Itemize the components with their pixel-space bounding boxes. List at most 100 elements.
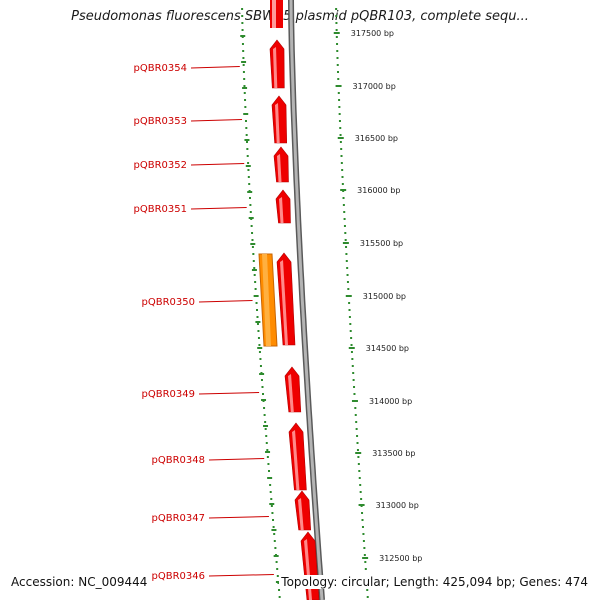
inner-guide-dot — [247, 176, 250, 178]
inner-guide-dot — [274, 547, 277, 549]
gene-arrow[interactable] — [269, 39, 285, 89]
inner-guide-dot — [241, 29, 244, 31]
outer-guide-dot — [364, 561, 367, 563]
gene-label[interactable]: pQBR0351 — [134, 204, 187, 215]
outer-guide-dot — [352, 379, 355, 381]
outer-guide-dot — [340, 155, 343, 157]
inner-guide-dot — [267, 470, 270, 472]
gene-arrow-highlight — [279, 197, 284, 223]
outer-guide-dot — [343, 225, 346, 227]
inner-guide-dot — [270, 498, 273, 500]
inner-guide-dot — [258, 344, 261, 346]
inner-guide-dot — [249, 211, 252, 213]
inner-guide-dot — [248, 183, 251, 185]
bp-ticks: 317500 bp 317000 bp 316500 bp 316000 bp 3155… — [333, 29, 422, 563]
outer-guide-dot — [347, 288, 350, 290]
outer-guide-dot — [341, 169, 344, 171]
inner-guide-dot — [249, 204, 252, 206]
inner-guide-dot — [245, 134, 248, 136]
inner-guide-dot — [267, 463, 270, 465]
outer-guide-dot — [361, 526, 364, 528]
inner-guide-dot — [242, 57, 245, 59]
outer-guide-dot — [338, 120, 341, 122]
outer-guide-dot — [339, 127, 342, 129]
outer-guide-dot — [346, 274, 349, 276]
gene-label-leader — [208, 458, 265, 461]
inner-guide-dot — [261, 386, 264, 388]
inner-guide-dot — [272, 519, 275, 521]
gene-label[interactable]: pQBR0347 — [152, 513, 205, 524]
inner-guide-dot — [243, 85, 246, 87]
inner-guide-dot — [253, 274, 256, 276]
outer-guide-dot — [346, 267, 349, 269]
outer-guide-dot — [340, 162, 343, 164]
outer-guide-dot — [335, 8, 338, 10]
gene-label-leader — [190, 119, 243, 122]
outer-guide-dot — [351, 358, 354, 360]
gene-arrow[interactable] — [273, 146, 289, 183]
inner-guide-dot — [276, 575, 279, 577]
outer-guide-dot — [357, 456, 360, 458]
inner-guide-dot — [241, 8, 244, 10]
inner-guide-dot — [257, 337, 260, 339]
gene-arrow-partial — [270, 0, 283, 28]
gene-arrow[interactable] — [275, 189, 291, 224]
outer-guide-dot — [350, 351, 353, 353]
outer-guide-dot — [336, 71, 339, 73]
inner-guide-dot — [278, 596, 281, 598]
inner-guide-dot — [242, 71, 245, 73]
inner-guide-dot — [244, 99, 247, 101]
gene-label-leader — [208, 516, 269, 519]
inner-guide-dot — [246, 141, 249, 143]
backbone-line — [289, 0, 324, 600]
topology-summary: Topology: circular; Length: 425,094 bp; … — [279, 575, 590, 589]
inner-guide-dot — [245, 127, 248, 129]
outer-guide-dot — [339, 141, 342, 143]
outer-guide-dot — [363, 554, 366, 556]
inner-guide-dot — [265, 435, 268, 437]
gene-arrow-highlight — [292, 430, 300, 490]
inner-guide-dot — [247, 162, 250, 164]
outer-guide-dot — [355, 421, 358, 423]
gene-label-leader — [190, 163, 245, 166]
inner-guide-dot — [252, 260, 255, 262]
outer-guide-dot — [345, 260, 348, 262]
orange-feature-layer — [258, 253, 278, 347]
outer-guide-dot — [357, 463, 360, 465]
gene-label[interactable]: pQBR0348 — [152, 455, 205, 466]
outer-guide-dot — [342, 197, 345, 199]
outer-guide-dot — [353, 386, 356, 388]
gene-label[interactable]: pQBR0353 — [134, 116, 187, 127]
bp-tick-label: 314500 bp — [366, 344, 409, 353]
outer-guide-dot — [348, 316, 351, 318]
outer-guide-dot — [336, 57, 339, 59]
outer-guide-dot — [348, 302, 351, 304]
outer-guide-dot — [344, 232, 347, 234]
outer-guide-dot — [335, 29, 338, 31]
outer-guide-dot — [335, 22, 338, 24]
bp-tick-label: 313000 bp — [376, 501, 419, 510]
gene-label[interactable]: pQBR0349 — [142, 389, 195, 400]
dotted-guides — [240, 8, 369, 598]
gene-label[interactable]: pQBR0352 — [134, 160, 187, 171]
outer-guide-dot — [341, 176, 344, 178]
gene-arrow-highlight — [273, 47, 278, 88]
inner-guide-dot — [260, 379, 263, 381]
inner-guide-dot — [256, 316, 259, 318]
gene-label[interactable]: pQBR0354 — [134, 63, 187, 74]
inner-guide-dot — [278, 589, 281, 591]
gene-label[interactable]: pQBR0350 — [142, 297, 195, 308]
inner-guide-dot — [258, 351, 261, 353]
outer-guide-dot — [359, 484, 362, 486]
outer-guide-dot — [339, 134, 342, 136]
gene-arrow-highlight — [272, 0, 276, 28]
bp-tick-label: 312500 bp — [379, 554, 422, 563]
outer-guide-dot — [351, 365, 354, 367]
inner-guide-dot — [266, 449, 269, 451]
inner-guide-dot — [247, 169, 250, 171]
outer-guide-dot — [338, 99, 341, 101]
gene-label[interactable]: pQBR0346 — [152, 571, 205, 582]
outer-guide-dot — [354, 414, 357, 416]
outer-guide-dot — [340, 148, 343, 150]
